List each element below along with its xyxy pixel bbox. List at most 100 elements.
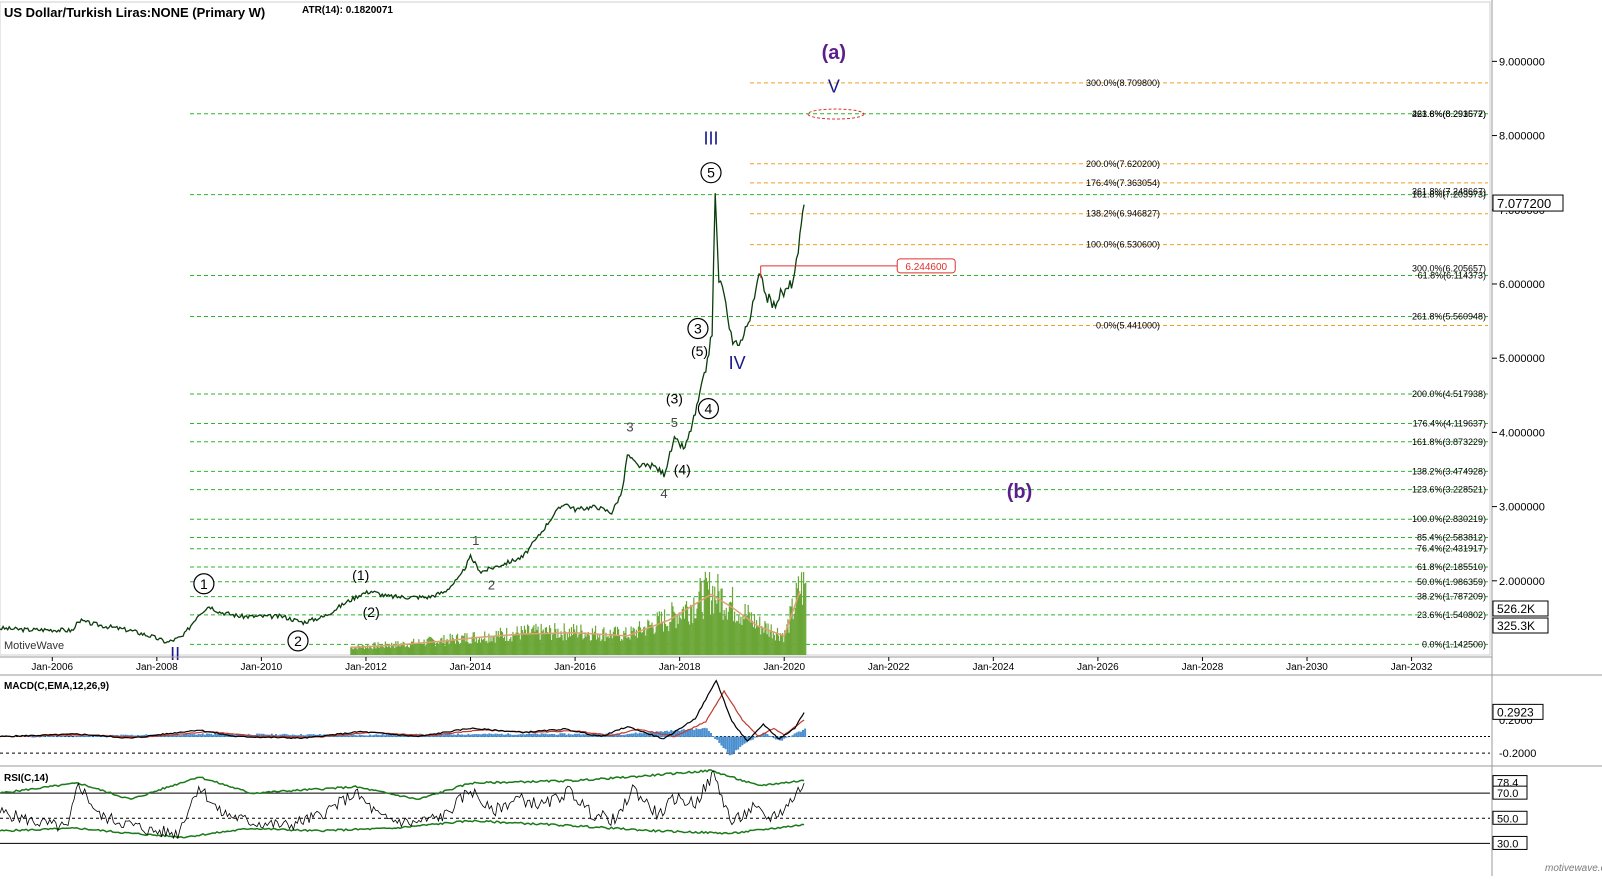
volume-bar (431, 638, 434, 655)
volume-bar (400, 643, 402, 655)
volume-bar (415, 643, 417, 655)
volume-bar (358, 645, 360, 655)
macd-histogram-bar (352, 734, 355, 738)
volume-bar (390, 647, 392, 655)
macd-histogram-bar (479, 734, 482, 738)
volume-bar (654, 632, 656, 655)
volume-bar (525, 633, 528, 655)
macd-histogram-bar (653, 732, 656, 738)
wave-label: 2 (488, 578, 495, 593)
volume-bar (484, 631, 486, 655)
fib-label-green: 76.4%(2.431917) (1417, 544, 1486, 554)
macd-histogram-bar (684, 729, 687, 738)
macd-histogram-bar (496, 733, 499, 738)
fib-label-green: 85.4%(2.583812) (1417, 532, 1486, 542)
volume-bar (451, 634, 453, 655)
volume-bar (691, 605, 693, 655)
macd-histogram-bar (310, 734, 313, 738)
volume-bar (594, 625, 597, 655)
volume-bar (509, 638, 511, 655)
price-tag: 7.077200 (1497, 196, 1551, 211)
macd-histogram-bar (676, 729, 679, 738)
volume-bar (409, 644, 412, 655)
macd-histogram-bar (392, 735, 395, 738)
volume-bar (598, 637, 600, 655)
macd-histogram-bar (770, 736, 773, 738)
volume-bar (621, 638, 623, 655)
macd-histogram-bar (567, 733, 570, 738)
macd-histogram-bar (38, 736, 41, 738)
volume-bar (503, 636, 506, 655)
volume-bar (397, 641, 399, 655)
volume-bar (696, 608, 698, 655)
macd-histogram-bar (640, 733, 643, 738)
macd-histogram-bar (341, 734, 344, 738)
price-tick-label: 8.000000 (1499, 131, 1545, 143)
volume-bar (698, 591, 700, 655)
time-tick-label: Jan-2016 (554, 662, 596, 673)
macd-histogram-bar (270, 733, 273, 738)
macd-histogram-bar (730, 736, 733, 755)
macd-tag: 0.2923 (1497, 705, 1534, 719)
macd-histogram-bar (682, 729, 685, 738)
volume-bar (543, 634, 545, 655)
macd-histogram-bar (615, 734, 618, 738)
volume-bar (459, 644, 461, 655)
macd-histogram-bar (689, 729, 692, 738)
macd-histogram-bar (571, 734, 574, 738)
volume-bar (365, 647, 368, 655)
volume-bar (718, 591, 720, 655)
macd-histogram-bar (795, 732, 798, 738)
macd-histogram-bar (63, 736, 66, 738)
volume-bar (440, 638, 442, 655)
price-axis[interactable]: 2.000000 3.000000 4.000000 5.000000 6.000000… (1491, 0, 1564, 876)
macd-histogram-bar (364, 735, 367, 738)
time-tick-label: Jan-2020 (763, 662, 805, 673)
volume-bar (741, 625, 743, 655)
macd-histogram-bar (724, 736, 727, 750)
volume-bar (784, 630, 786, 655)
macd-histogram-bar (737, 736, 740, 750)
time-axis[interactable]: Jan-2006 Jan-2008 Jan-2010 Jan-2012 Jan-2014… (0, 656, 1602, 676)
volume-bar (679, 617, 681, 655)
rsi-panel[interactable]: RSI(C,14) 78.470.050.030.0 (0, 769, 1528, 851)
volume-bar (436, 642, 438, 655)
wave-label: (3) (666, 390, 683, 406)
volume-bar (387, 644, 390, 655)
macd-histogram-bar (670, 730, 673, 738)
macd-histogram-bar (30, 736, 33, 738)
volume-bar (695, 618, 697, 655)
volume-bar (580, 624, 582, 655)
volume-bar (472, 632, 474, 655)
volume-bar (490, 636, 492, 655)
macd-histogram-bar (339, 734, 342, 738)
volume-bar (396, 646, 398, 655)
volume-bar (640, 632, 643, 655)
volume-bar (566, 633, 568, 655)
volume-bar (430, 637, 432, 655)
volume-bar (385, 645, 388, 655)
macd-histogram-bar (655, 731, 658, 738)
volume-bar (787, 619, 789, 655)
wave-circle (287, 630, 309, 652)
volume-bar (643, 627, 645, 655)
volume-bar (799, 593, 802, 655)
macd-histogram-bar (561, 733, 564, 738)
volume-bar (360, 647, 362, 655)
volume-bar (371, 648, 373, 655)
volume-bar (749, 622, 751, 655)
volume-bar (713, 613, 715, 655)
volume-bar (771, 638, 773, 655)
macd-histogram-bar (51, 735, 54, 738)
macd-histogram-bar (563, 733, 566, 738)
macd-histogram-bar (484, 733, 487, 738)
volume-bar (529, 634, 531, 655)
macd-histogram-bar (686, 729, 689, 738)
volume-bar (646, 629, 648, 655)
volume-bar (788, 632, 790, 655)
volume-bar (746, 615, 748, 655)
volume-bar (704, 571, 706, 655)
macd-histogram-bar (471, 734, 474, 738)
